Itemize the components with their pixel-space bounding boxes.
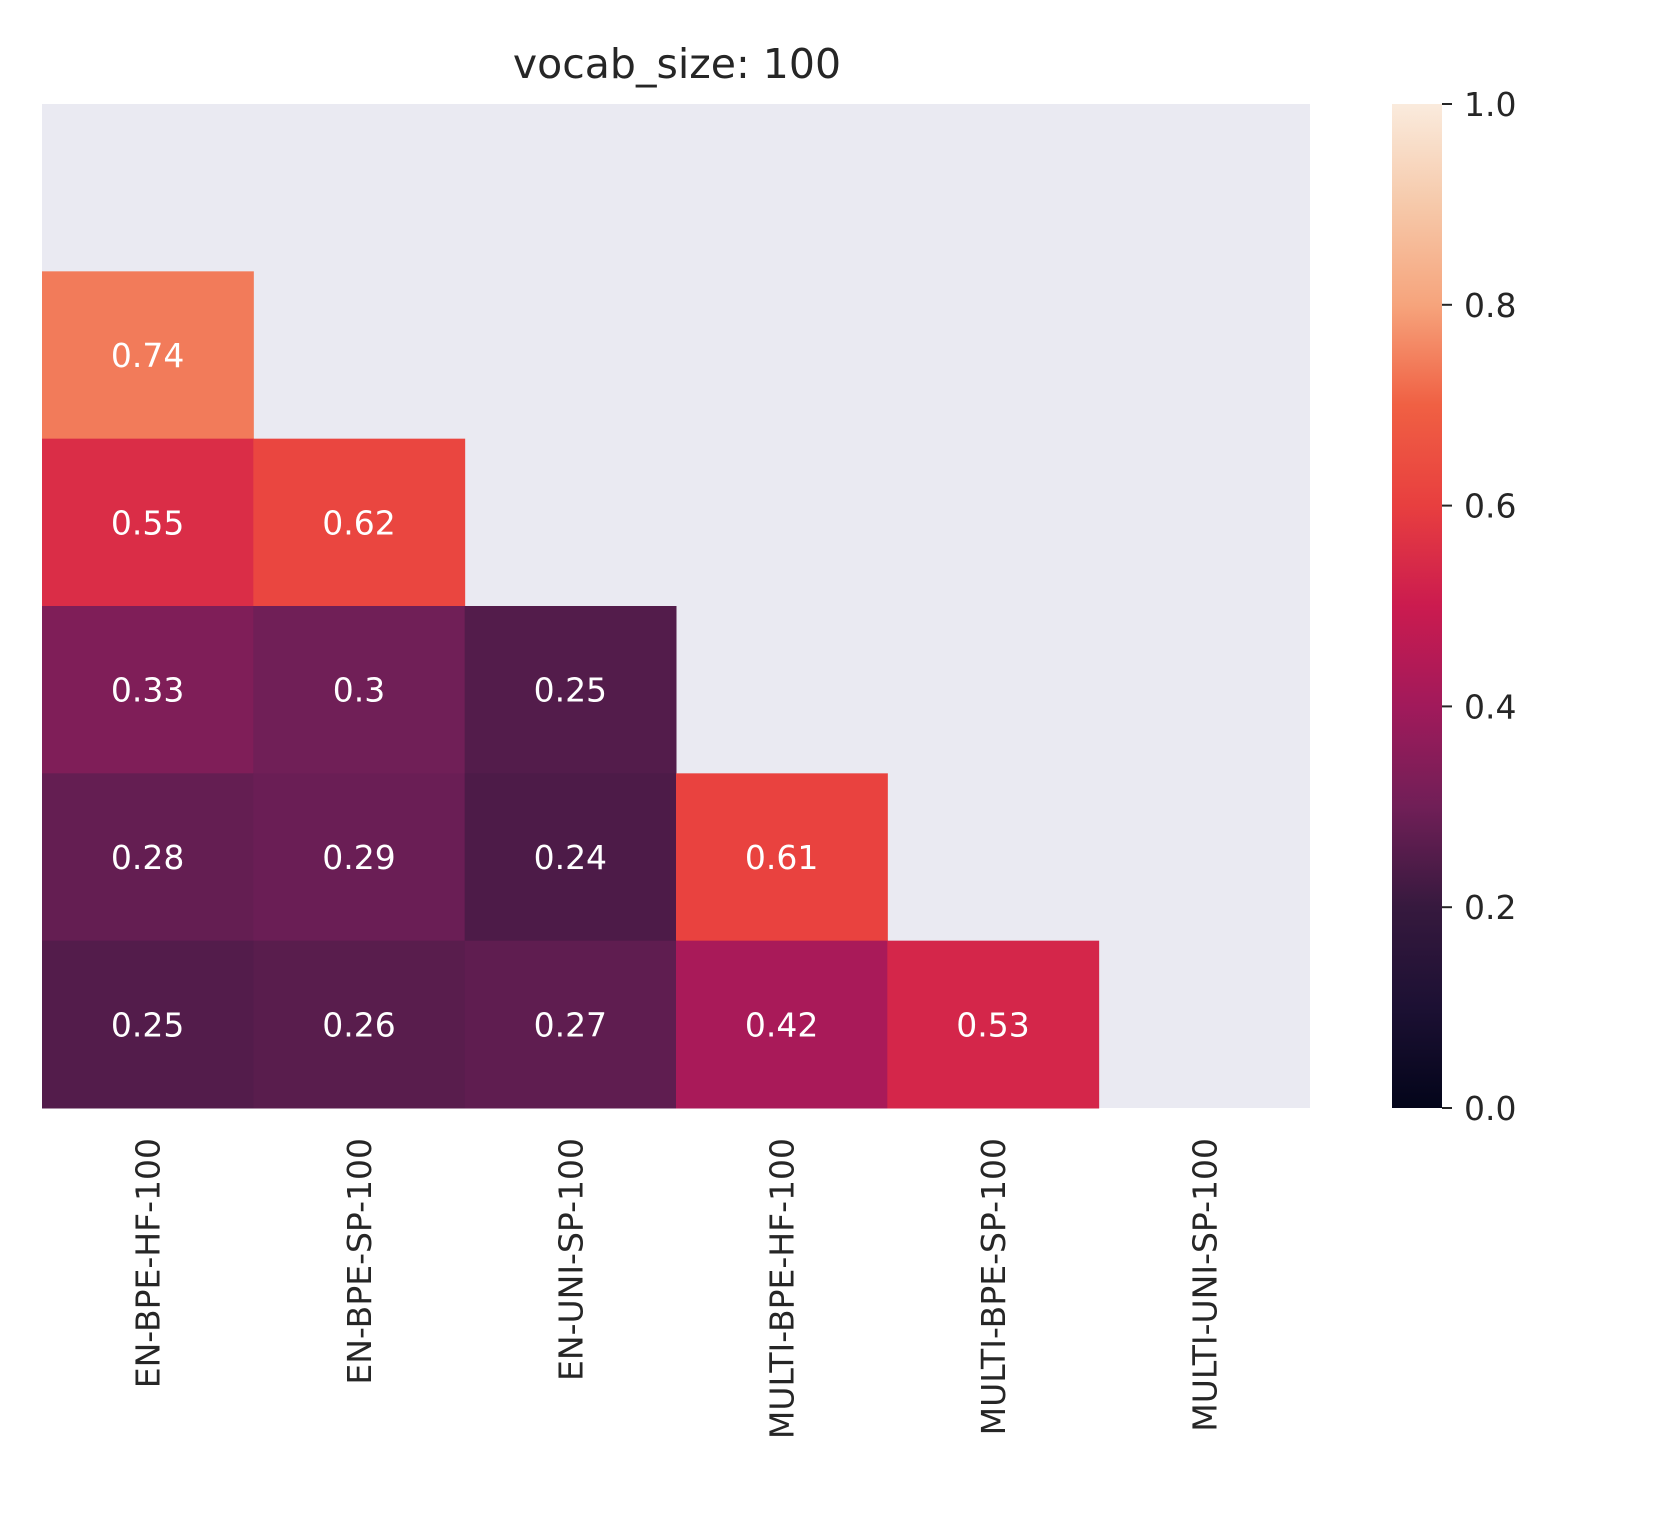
heatmap-cell	[676, 940, 888, 1109]
heatmap-cell-label: 0.55	[111, 503, 184, 542]
x-tick-label: MULTI-BPE-HF-100	[763, 1138, 802, 1439]
heatmap-cell-label: 0.28	[111, 838, 184, 877]
heatmap-cell	[253, 940, 466, 1109]
heatmap-cell-label: 0.26	[322, 1005, 395, 1044]
colorbar	[1392, 104, 1442, 1108]
heatmap-cell-label: 0.25	[534, 671, 607, 710]
heatmap-cell	[253, 606, 466, 774]
heatmap-cell-label: 0.3	[333, 671, 385, 710]
heatmap-cell-label: 0.29	[322, 838, 395, 877]
colorbar-tick-label: 0.8	[1464, 286, 1516, 325]
x-tick-label: EN-BPE-SP-100	[340, 1138, 379, 1385]
colorbar-tick-label: 1.0	[1464, 85, 1516, 124]
colorbar-tick-label: 0.2	[1464, 888, 1516, 927]
heatmap-cell-labels: 0.74 0.55 0.62 0.33 0.3 0.25 0.28 0.29 0.24 0.61 0…	[111, 336, 1030, 1044]
heatmap-cell-label: 0.24	[534, 838, 607, 877]
heatmap-cell-label: 0.62	[322, 503, 395, 542]
colorbar-tick-label: 0.4	[1464, 687, 1516, 726]
heatmap-cell	[464, 940, 677, 1109]
colorbar-tick-label: 0.0	[1464, 1089, 1516, 1128]
x-tick-label: MULTI-UNI-SP-100	[1185, 1138, 1224, 1432]
heatmap-cell	[253, 773, 466, 942]
chart-title: vocab_size: 100	[513, 40, 841, 88]
heatmap-cell-label: 0.61	[745, 838, 818, 877]
heatmap-cell	[42, 438, 254, 607]
heatmap-cell	[42, 940, 254, 1109]
heatmap-cells	[42, 271, 1100, 1109]
heatmap-cell	[464, 773, 677, 942]
heatmap-cell	[42, 773, 254, 942]
colorbar-tick-label: 0.6	[1464, 487, 1516, 526]
heatmap-cell-label: 0.42	[745, 1005, 818, 1044]
heatmap-cell	[676, 773, 888, 942]
heatmap-cell-label: 0.27	[534, 1005, 607, 1044]
heatmap-cell	[887, 940, 1100, 1109]
heatmap-cell-label: 0.74	[111, 336, 184, 375]
heatmap-cell	[42, 271, 254, 440]
heatmap-cell	[42, 606, 254, 774]
colorbar-ticks: 0.0 0.2 0.4 0.6 0.8 1.0	[1442, 85, 1516, 1128]
heatmap-cell-label: 0.53	[956, 1005, 1029, 1044]
x-tick-label: EN-UNI-SP-100	[551, 1138, 590, 1381]
heatmap-cell	[464, 606, 677, 774]
heatmap-cell	[253, 438, 466, 607]
heatmap-cell-label: 0.25	[111, 1005, 184, 1044]
heatmap-cell-label: 0.33	[111, 671, 184, 710]
x-tick-label: MULTI-BPE-SP-100	[974, 1138, 1013, 1435]
x-axis-tick-labels: EN-BPE-HF-100 EN-BPE-SP-100 EN-UNI-SP-100 M…	[129, 1138, 1225, 1439]
x-tick-label: EN-BPE-HF-100	[129, 1138, 168, 1388]
